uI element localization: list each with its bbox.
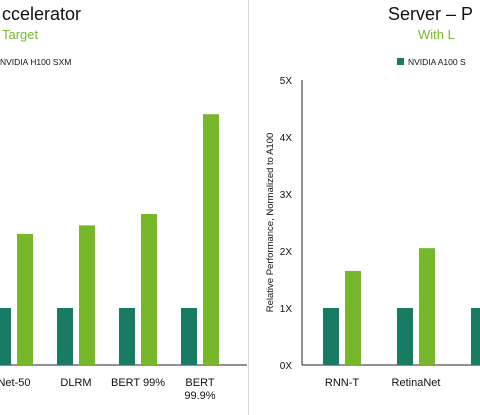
y-tick-label: 4X xyxy=(280,133,293,144)
y-tick-label: 0X xyxy=(280,361,293,372)
right-chart-subtitle: With L xyxy=(418,27,455,42)
left-chart-title: ccelerator xyxy=(2,4,81,24)
bar-right-target xyxy=(345,270,361,365)
y-tick-label: 5X xyxy=(280,76,293,87)
bar-left-accelerator xyxy=(57,308,73,365)
y-tick-label: 1X xyxy=(280,304,293,315)
x-tick-label: RNN-T xyxy=(325,377,359,389)
y-tick-label: 2X xyxy=(280,247,293,258)
x-tick-label: RetinaNet xyxy=(392,377,441,389)
x-tick-label: BERT 99% xyxy=(111,377,165,389)
left-chart-subtitle: Target xyxy=(2,27,39,42)
right-legend-label: NVIDIA A100 S xyxy=(408,57,466,67)
x-tick-label: BERT xyxy=(185,377,214,389)
bar-left-target xyxy=(141,213,157,365)
right-legend-swatch xyxy=(397,58,404,65)
bar-left-accelerator xyxy=(0,308,11,365)
left-legend-label: NVIDIA H100 SXM xyxy=(0,57,71,67)
right-plot-area: 0X 1X 2X 3X 4X 5X Relative Performance, Normal… xyxy=(265,76,480,389)
bar-left-accelerator xyxy=(119,308,135,365)
y-axis-title: Relative Performance, Normalized to A100 xyxy=(265,133,276,313)
x-tick-label: 99.9% xyxy=(184,390,215,402)
x-tick-label: DLRM xyxy=(60,377,91,389)
bar-right-accelerator xyxy=(397,308,413,365)
bar-right-accelerator xyxy=(323,308,339,365)
bar-left-target xyxy=(79,225,95,365)
bar-right-target xyxy=(419,248,435,365)
bar-right-accelerator xyxy=(471,308,480,365)
bar-left-target xyxy=(17,233,33,365)
right-chart-title: Server – P xyxy=(388,4,473,24)
y-tick-label: 3X xyxy=(280,190,293,201)
x-tick-label: Net-50 xyxy=(0,377,31,389)
bar-left-target xyxy=(203,114,219,365)
bar-left-accelerator xyxy=(181,308,197,365)
panel-divider xyxy=(248,0,249,415)
